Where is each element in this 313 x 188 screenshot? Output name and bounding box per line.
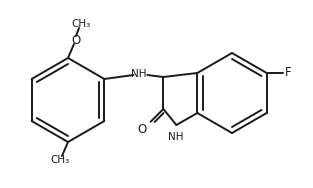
Text: CH₃: CH₃ (50, 155, 69, 165)
Text: O: O (137, 123, 146, 136)
Text: CH₃: CH₃ (71, 19, 91, 29)
Text: NH: NH (167, 132, 183, 142)
Text: O: O (71, 33, 81, 46)
Text: NH: NH (131, 69, 146, 79)
Text: F: F (285, 67, 291, 80)
